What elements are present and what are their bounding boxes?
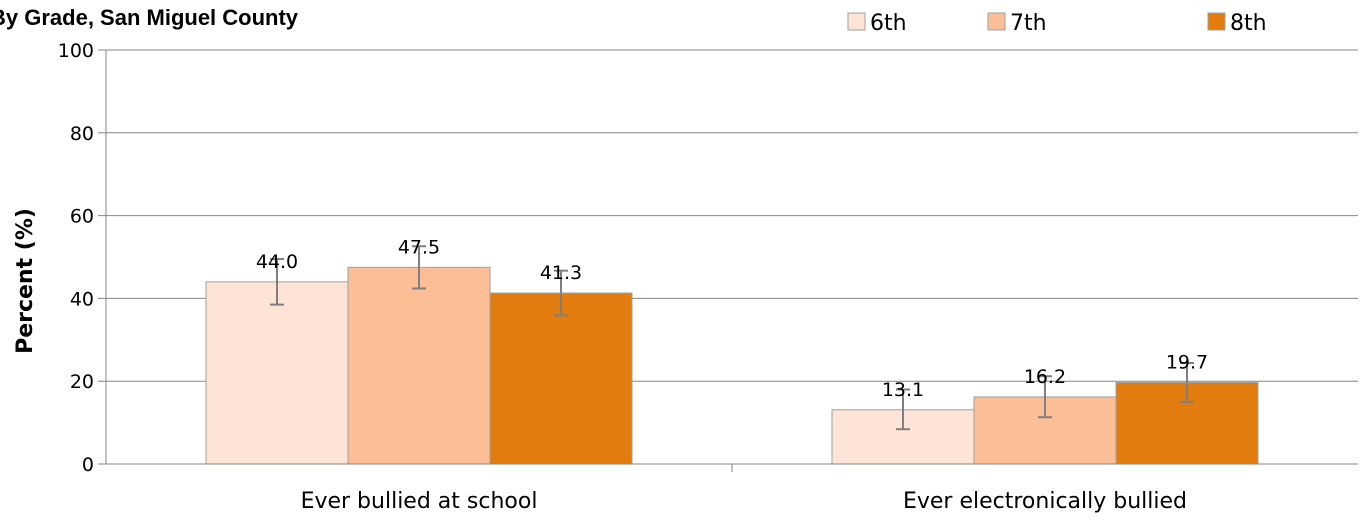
data-label: 13.1: [882, 379, 924, 401]
y-tick-label: 0: [82, 454, 94, 476]
legend-label-8th: 8th: [1230, 11, 1267, 36]
legend-label-6th: 6th: [870, 11, 907, 36]
y-tick-label: 60: [70, 206, 94, 228]
bar-8th-1: [489, 292, 633, 465]
bars: 44.0 47.5 41.3 13.1 16.2 19.7: [205, 236, 1259, 465]
x-category-label: Ever bullied at school: [301, 489, 538, 514]
y-tick-label: 100: [58, 40, 94, 62]
y-tick-label: 20: [70, 371, 94, 393]
bar-7th-1: [347, 266, 491, 465]
data-label: 16.2: [1024, 366, 1066, 388]
data-label: 44.0: [256, 251, 298, 273]
legend-swatch-8th: [1207, 12, 1226, 31]
x-category-label: Ever electronically bullied: [903, 489, 1187, 514]
axes: 0 20 40 60 80 100 Ever bullied at school Ever e…: [58, 40, 1358, 514]
chart-title: By Grade, San Miguel County: [0, 5, 299, 30]
legend-swatch-6th: [847, 12, 866, 31]
data-label: 41.3: [540, 262, 582, 284]
data-label: 19.7: [1166, 351, 1208, 373]
legend: 6th 7th 8th: [847, 11, 1267, 36]
legend-label-7th: 7th: [1010, 11, 1047, 36]
y-tick-label: 80: [70, 123, 94, 145]
y-axis-label: Percent (%): [13, 208, 38, 354]
data-label: 47.5: [398, 236, 440, 258]
legend-swatch-7th: [987, 12, 1006, 31]
y-tick-label: 40: [70, 288, 94, 310]
bar-6th-1: [205, 281, 349, 465]
